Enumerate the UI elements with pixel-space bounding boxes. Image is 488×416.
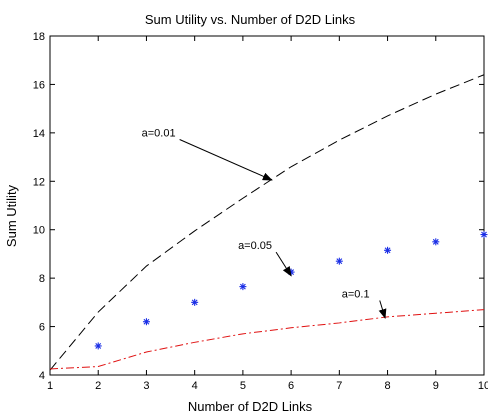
y-tick-label: 12: [33, 176, 45, 188]
x-tick-label: 6: [288, 380, 294, 392]
data-point-a-0-05: [191, 298, 199, 306]
x-tick-label: 1: [47, 380, 53, 392]
annotation-arrow-a-0-05: [275, 251, 292, 277]
x-tick-label: 2: [95, 380, 101, 392]
y-tick-label: 14: [33, 128, 45, 140]
x-tick-label: 10: [478, 380, 488, 392]
series-line-a-0-01: [49, 74, 485, 371]
y-tick-label: 18: [33, 31, 45, 43]
annotation-label-a-0-01: a=0.01: [142, 127, 176, 139]
data-point-a-0-05: [239, 283, 247, 291]
marker-stroke: [432, 238, 439, 245]
x-tick-label: 9: [433, 380, 439, 392]
plot-frame: [49, 35, 485, 376]
y-tick-label: 4: [39, 370, 45, 382]
x-tick-label: 5: [240, 380, 246, 392]
x-tick-label: 7: [336, 380, 342, 392]
y-axis-label: Sum Utility: [4, 184, 19, 247]
data-point-a-0-05: [432, 238, 440, 246]
data-point-a-0-05: [94, 342, 102, 350]
plot-area: 1 2 3 4 5 6 7 8 9 104681012141618a=0.01a=0.05a=0.…: [33, 31, 488, 392]
data-point-a-0-05: [384, 246, 392, 254]
marker-stroke: [239, 283, 246, 290]
y-tick-label: 6: [39, 322, 45, 334]
annotation-arrow-a-0-01: [179, 139, 273, 181]
chart-title: Sum Utility vs. Number of D2D Links: [145, 12, 356, 27]
annotation-arrow-a-0-1: [378, 300, 387, 320]
marker-stroke: [384, 247, 391, 254]
marker-stroke: [336, 258, 343, 265]
y-tick-label: 16: [33, 79, 45, 91]
x-tick-label: 3: [143, 380, 149, 392]
x-tick-label: 4: [192, 380, 198, 392]
annotation-label-a-0-1: a=0.1: [342, 289, 370, 301]
x-axis-label: Number of D2D Links: [188, 399, 313, 414]
marker-stroke: [481, 231, 487, 238]
marker-stroke: [143, 318, 150, 325]
marker-stroke: [95, 343, 102, 349]
data-point-a-0-05: [335, 257, 343, 265]
marker-stroke: [191, 299, 198, 306]
y-tick-label: 10: [33, 225, 45, 237]
x-tick-label: 8: [384, 380, 390, 392]
y-tick-label: 8: [39, 273, 45, 285]
annotation-label-a-0-05: a=0.05: [238, 240, 272, 252]
data-point-a-0-05: [142, 318, 150, 326]
data-point-a-0-05: [480, 231, 488, 239]
